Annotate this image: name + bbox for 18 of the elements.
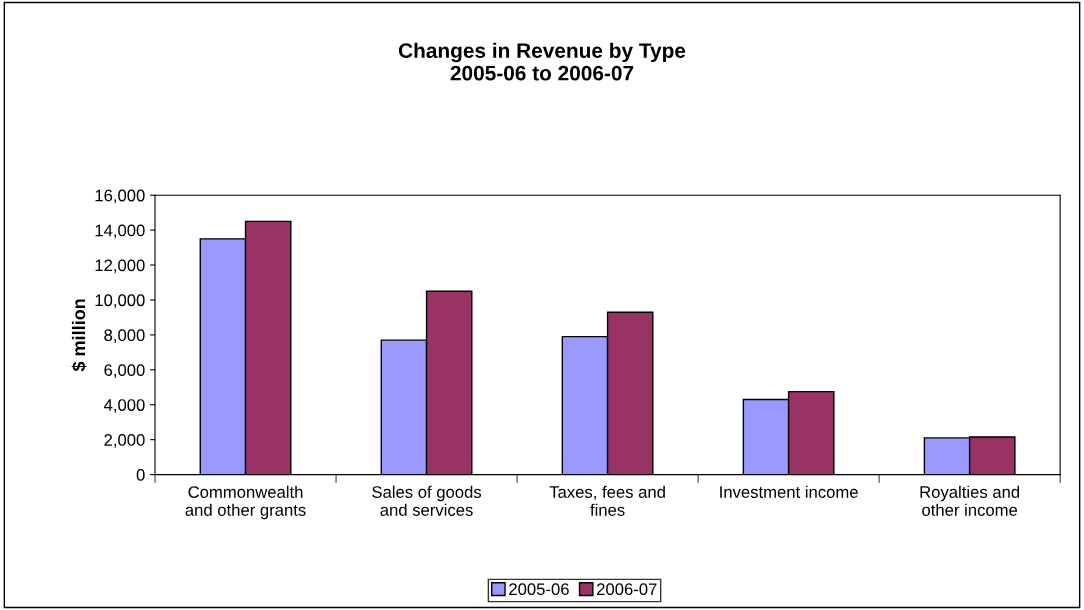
legend-label: 2005-06	[509, 583, 569, 596]
x-tick-label: Commonwealth and other grants	[185, 485, 306, 520]
y-tick-label: 0	[136, 468, 145, 481]
y-tick-label: 4,000	[103, 399, 145, 413]
x-tick-label: Sales of goods and services	[372, 485, 482, 516]
y-tick-label: 2,000	[104, 434, 145, 448]
y-tick-label: 10,000	[95, 294, 145, 309]
chart-title: Changes in Revenue by Type 2005-06 to 2006-07	[398, 42, 686, 81]
legend-label: 2006-07	[597, 583, 657, 596]
y-tick-label: 12,000	[95, 259, 145, 274]
y-tick-label: 16,000	[95, 189, 145, 204]
x-tick-label: Investment income	[720, 485, 858, 498]
y-tick-label: 8,000	[104, 329, 145, 344]
x-tick-label: Taxes, fees and fines	[549, 485, 665, 516]
y-tick-label: 14,000	[95, 224, 145, 239]
y-axis-title: $ million	[71, 299, 87, 372]
x-tick-label: Royalties and other income	[920, 485, 1020, 516]
y-tick-label: 6,000	[104, 364, 145, 378]
